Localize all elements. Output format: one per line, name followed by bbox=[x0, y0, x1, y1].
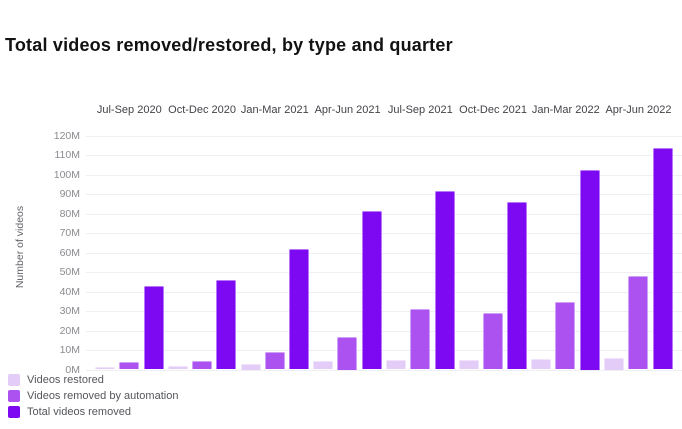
bar-videos-restored-jan-mar-2022[interactable] bbox=[531, 359, 552, 370]
x-label-jan-mar-2021: Jan-Mar 2021 bbox=[240, 104, 309, 116]
y-tick-110m: 110M bbox=[54, 149, 81, 161]
legend-label-videos-restored: Videos restored bbox=[27, 374, 104, 386]
legend-swatch-total-videos-removed bbox=[8, 406, 20, 419]
bar-videos-restored-jan-mar-2021[interactable] bbox=[240, 364, 261, 370]
y-tick-70m: 70M bbox=[59, 227, 80, 239]
y-tick-80m: 80M bbox=[59, 207, 80, 220]
gridline-90m bbox=[86, 194, 682, 195]
legend-item-total-videos-removed[interactable]: Total videos removed bbox=[8, 404, 131, 420]
x-label-oct-dec-2020: Oct-Dec 2020 bbox=[168, 104, 237, 116]
y-tick-50m: 50M bbox=[59, 266, 80, 278]
bar-videos-removed-by-automation-jul-sep-2021[interactable] bbox=[410, 308, 430, 370]
gridline-10m bbox=[86, 350, 682, 351]
bar-videos-restored-apr-jun-2021[interactable] bbox=[313, 360, 334, 370]
bar-total-videos-removed-jan-mar-2021[interactable] bbox=[289, 248, 309, 370]
x-label-oct-dec-2021: Oct-Dec 2021 bbox=[459, 104, 528, 116]
y-tick-60m: 60M bbox=[59, 246, 80, 259]
y-tick-100m: 100M bbox=[53, 168, 80, 181]
gridline-0m bbox=[86, 369, 682, 371]
bar-videos-removed-by-automation-oct-dec-2020[interactable] bbox=[191, 360, 212, 370]
gridline-120m bbox=[86, 135, 682, 137]
bar-videos-restored-jul-sep-2021[interactable] bbox=[386, 360, 406, 370]
bar-videos-removed-by-automation-jan-mar-2022[interactable] bbox=[555, 301, 576, 370]
bar-videos-removed-by-automation-jul-sep-2020[interactable] bbox=[119, 362, 139, 370]
gridline-100m bbox=[86, 174, 682, 176]
x-label-jan-mar-2022: Jan-Mar 2022 bbox=[531, 104, 600, 116]
legend-label-total-videos-removed: Total videos removed bbox=[27, 406, 131, 419]
bar-total-videos-removed-apr-jun-2021[interactable] bbox=[361, 210, 382, 370]
bar-total-videos-removed-oct-dec-2021[interactable] bbox=[507, 202, 528, 370]
gridline-30m bbox=[86, 311, 682, 312]
bar-total-videos-removed-jan-mar-2022[interactable] bbox=[579, 170, 600, 370]
bar-videos-restored-oct-dec-2020[interactable] bbox=[167, 365, 188, 370]
y-axis-title: Number of videos bbox=[14, 205, 26, 289]
bar-videos-removed-by-automation-oct-dec-2021[interactable] bbox=[482, 313, 503, 370]
x-label-apr-jun-2021: Apr-Jun 2021 bbox=[314, 104, 381, 116]
y-tick-90m: 90M bbox=[59, 188, 80, 200]
bar-videos-restored-apr-jun-2022[interactable] bbox=[604, 358, 625, 370]
bar-videos-removed-by-automation-apr-jun-2021[interactable] bbox=[337, 336, 358, 370]
x-label-apr-jun-2022: Apr-Jun 2022 bbox=[605, 104, 672, 116]
bar-total-videos-removed-jul-sep-2021[interactable] bbox=[434, 191, 455, 370]
y-tick-10m: 10M bbox=[59, 344, 80, 356]
bar-videos-restored-jul-sep-2020[interactable] bbox=[95, 366, 115, 370]
legend-swatch-videos-removed-by-automation bbox=[8, 390, 20, 403]
x-label-jul-sep-2021: Jul-Sep 2021 bbox=[387, 104, 453, 116]
y-tick-30m: 30M bbox=[59, 305, 80, 317]
bar-total-videos-removed-jul-sep-2020[interactable] bbox=[143, 285, 164, 370]
bar-total-videos-removed-apr-jun-2022[interactable] bbox=[652, 147, 673, 370]
bar-videos-removed-by-automation-apr-jun-2022[interactable] bbox=[628, 275, 649, 370]
gridline-50m bbox=[86, 272, 682, 273]
bar-total-videos-removed-oct-dec-2020[interactable] bbox=[216, 279, 237, 370]
bar-videos-restored-oct-dec-2021[interactable] bbox=[458, 359, 479, 370]
legend-label-videos-removed-by-automation: Videos removed by automation bbox=[27, 390, 179, 403]
gridline-20m bbox=[86, 330, 682, 332]
gridline-110m bbox=[86, 155, 682, 156]
legend-item-videos-restored[interactable]: Videos restored bbox=[8, 372, 104, 388]
x-label-jul-sep-2020: Jul-Sep 2020 bbox=[96, 104, 162, 116]
gridline-80m bbox=[86, 213, 682, 215]
chart-title: Total videos removed/restored, by type a… bbox=[5, 35, 453, 55]
legend-swatch-videos-restored bbox=[8, 374, 20, 386]
gridline-70m bbox=[86, 233, 682, 234]
y-tick-20m: 20M bbox=[59, 324, 80, 337]
bar-videos-removed-by-automation-jan-mar-2021[interactable] bbox=[264, 352, 285, 370]
y-tick-0m: 0M bbox=[65, 363, 80, 376]
legend-item-videos-removed-by-automation[interactable]: Videos removed by automation bbox=[8, 388, 178, 404]
gridline-60m bbox=[86, 252, 682, 254]
y-tick-40m: 40M bbox=[59, 285, 80, 298]
y-tick-120m: 120M bbox=[53, 129, 80, 142]
gridline-40m bbox=[86, 291, 682, 293]
